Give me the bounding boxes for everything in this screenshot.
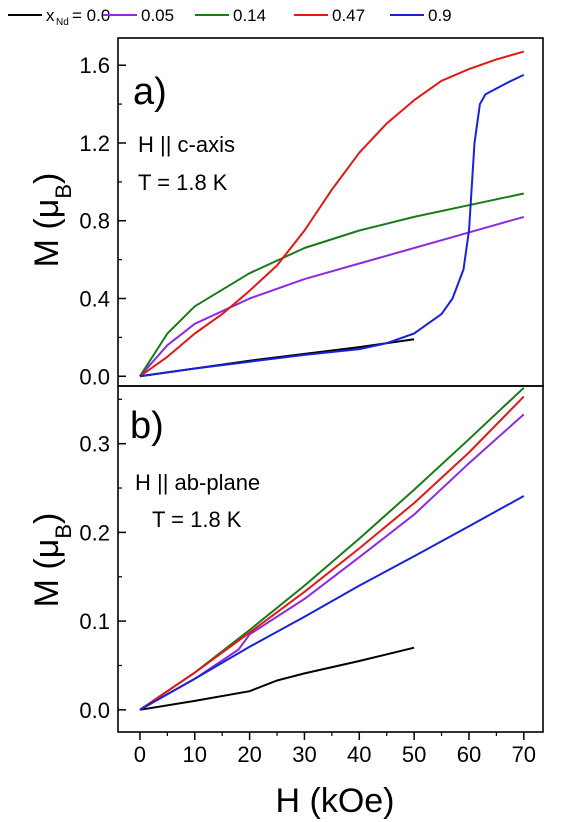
legend-label-0: = 0.0 [72,6,110,25]
legend-label-4: 0.9 [428,6,452,25]
legend-subscript: Nd [56,17,69,28]
xtick-label-3: 30 [292,742,316,767]
panel-b: 0.00.10.20.3 b) H || ab-plane T = 1.8 K … [28,385,544,733]
panel-a-series-2 [139,192,525,377]
x-axis: 0 10 20 30 40 50 60 70 [134,732,536,767]
panel-b-ytick-label-2: 0.2 [79,520,110,545]
panel-a-y-axis-title-sub: B [51,184,76,199]
panel-b-frame [117,385,544,733]
panel-b-ytick-label-3: 0.3 [79,432,110,457]
panel-a: 0.0 0.4 0.8 1.2 1.6 a) H || c-axis T = 1.8 K… [28,37,544,389]
panel-a-series-4 [139,73,525,378]
panel-b-y-axis-title: M (μB) [28,513,76,608]
panel-b-series-2 [139,387,525,711]
panel-b-series-3 [139,395,525,711]
panel-a-series-3 [139,50,525,378]
xtick-label-0: 0 [134,742,146,767]
xtick-label-6: 60 [457,742,481,767]
panel-a-ytick-label-4: 1.6 [79,53,110,78]
legend-label-3: 0.47 [332,6,365,25]
panel-b-y-axis-title-close: ) [28,513,66,524]
panel-a-y-axis-title: M (μB) [28,173,76,268]
panel-b-annotation-temp: T = 1.8 K [152,507,242,532]
xtick-label-1: 10 [183,742,207,767]
panel-a-y-axis-title-main: M (μ [28,199,66,268]
panel-a-ytick-label-1: 0.4 [79,287,110,312]
panel-b-label: b) [130,405,164,447]
xtick-label-7: 70 [512,742,536,767]
xtick-label-5: 50 [402,742,426,767]
panel-a-annotation-field: H || c-axis [138,132,235,157]
panel-a-ytick-label-3: 1.2 [79,131,110,156]
panel-b-annotation-field: H || ab-plane [135,470,260,495]
panel-b-ytick-label-0: 0.0 [79,698,110,723]
legend-label-2: 0.14 [233,6,266,25]
panel-b-series-1 [139,413,525,711]
panel-b-y-ticks: 0.0 0.1 0.2 0.3 [79,398,126,723]
legend-label-1: 0.05 [141,6,174,25]
panel-b-y-axis-title-main: M (μ [28,539,66,608]
xtick-label-2: 20 [237,742,261,767]
panel-b-ytick-label-1: 0.1 [79,609,110,634]
panel-a-y-axis-title-close: ) [28,173,66,184]
panel-a-label: a) [133,71,167,113]
panel-b-series [139,387,525,711]
legend: x Nd = 0.0 0.05 0.14 0.47 0.9 [8,6,452,28]
panel-a-series-1 [139,215,525,377]
x-axis-title: H (kOe) [276,782,395,820]
panel-a-ytick-label-2: 0.8 [79,209,110,234]
xtick-label-4: 40 [347,742,371,767]
panel-b-series-0 [139,646,415,711]
panel-b-y-axis-title-sub: B [51,524,76,539]
panel-a-y-ticks: 0.0 0.4 0.8 1.2 1.6 [79,53,126,389]
panel-a-series [139,50,525,378]
panel-a-ytick-label-0: 0.0 [79,364,110,389]
panel-b-series-4 [139,495,525,711]
legend-prefix: x [46,6,55,25]
panel-a-annotation-temp: T = 1.8 K [138,170,228,195]
